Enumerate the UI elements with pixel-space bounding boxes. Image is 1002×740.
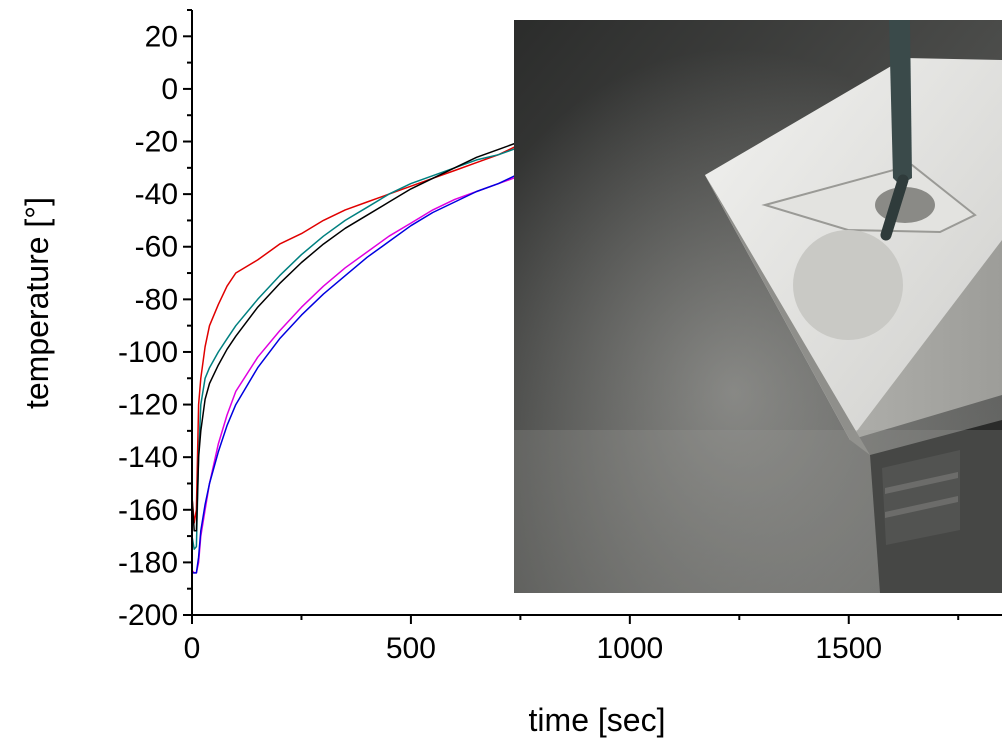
series-line-5 (192, 173, 520, 573)
inset-photo (514, 20, 1002, 593)
y-axis-title: temperature [°] (19, 197, 55, 409)
series-layer (192, 142, 520, 573)
y-tick-label: -100 (118, 336, 178, 369)
series-line-4 (192, 176, 520, 573)
x-tick-label: 500 (386, 632, 436, 665)
y-tick-label: 0 (161, 73, 178, 106)
x-axis-title: time [sec] (529, 702, 666, 738)
y-tick-label: -20 (135, 126, 178, 159)
y-tick-label: -200 (118, 599, 178, 632)
y-tick-label: -40 (135, 178, 178, 211)
y-tick-label: -80 (135, 283, 178, 316)
x-tick-label: 1500 (815, 632, 882, 665)
x-tick-label: 1000 (596, 632, 663, 665)
y-tick-label: -160 (118, 494, 178, 527)
y-tick-label: -120 (118, 389, 178, 422)
series-line-2 (192, 147, 520, 549)
x-ticks: 0 500 1000 1500 (184, 615, 959, 665)
y-tick-label: -180 (118, 546, 178, 579)
series-line-3 (192, 142, 520, 531)
y-tick-label: 20 (145, 20, 178, 53)
y-tick-label: -140 (118, 441, 178, 474)
y-tick-label: -60 (135, 231, 178, 264)
x-tick-label: 0 (184, 632, 201, 665)
y-ticks: 20 0 -20 -40 -60 -80 -100 -120 -140 -160 -180 -200 (118, 10, 192, 632)
series-line-1 (192, 144, 520, 523)
